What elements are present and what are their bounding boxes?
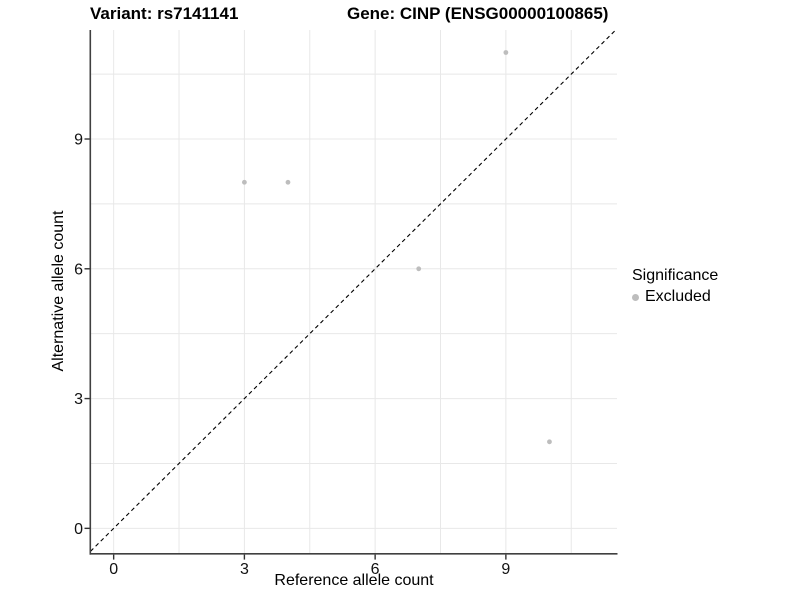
legend: Significance Excluded [632,267,718,306]
x-tick-label: 3 [240,561,249,578]
y-tick-label: 0 [74,521,83,538]
data-point [416,266,422,272]
data-point [285,179,291,185]
x-tick-label: 0 [109,561,118,578]
data-point [241,179,247,185]
x-tick-label: 9 [501,561,510,578]
legend-point-icon [632,293,639,301]
data-point [503,50,509,55]
legend-item: Excluded [632,288,718,306]
variant-title: Variant: rs7141141 [90,4,239,23]
x-tick-label: 6 [371,561,380,578]
y-axis-label: Alternative allele count [50,210,67,372]
legend-item-label: Excluded [645,288,711,305]
y-tick-label: 3 [74,391,83,408]
gene-title: Gene: CINP (ENSG00000100865) [347,4,609,23]
x-axis-label: Reference allele count [274,572,434,589]
data-points [241,50,552,445]
gridlines [91,30,617,553]
legend-title: Significance [632,267,719,284]
y-tick-label: 9 [74,132,83,149]
y-tick-label: 6 [74,261,83,278]
identity-reference-line [91,30,617,552]
data-point [547,439,552,445]
